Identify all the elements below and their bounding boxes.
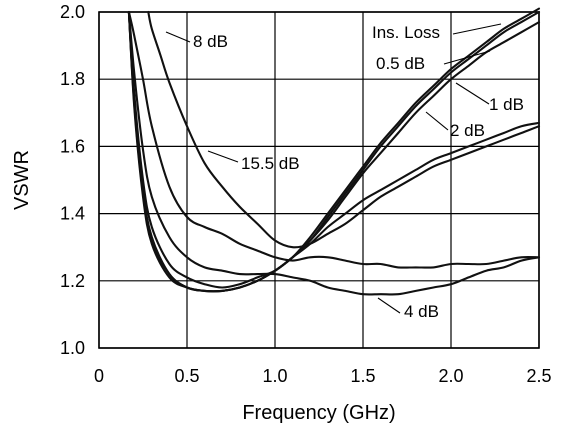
series-label-leader-2-db: [425, 111, 449, 131]
y-axis-label: VSWR: [11, 150, 33, 210]
series-label-leader-0-5-db: [443, 50, 491, 65]
y-tick-label-1-2: 1.2: [60, 271, 85, 291]
series-label-leader-1-db: [455, 82, 490, 105]
series-label-15-5-db: 15.5 dB: [241, 154, 300, 173]
x-tick-label-2-5: 2.5: [526, 366, 551, 386]
x-tick-label-0-5: 0.5: [174, 366, 199, 386]
series-label-1-db: 1 dB: [489, 95, 524, 114]
series-line-8-db: [147, 10, 541, 249]
series-line-1-db: [127, 10, 541, 293]
x-tick-label-2-0: 2.0: [438, 366, 463, 386]
x-tick-label-1-5: 1.5: [350, 366, 375, 386]
series-label-leader-15-5-db: [207, 150, 239, 163]
series-labels: Ins. Loss 0.5 dB 1 dB2 dB 4 dB 15.5 dB 8 dB: [165, 23, 524, 321]
series-line-2-db: [127, 10, 541, 289]
series-label-2-db: 2 dB: [450, 121, 485, 140]
y-tick-label-1-4: 1.4: [60, 204, 85, 224]
x-axis-label: Frequency (GHz): [242, 402, 395, 424]
tick-labels: 0 0.5 1.0 1.5 2.0 2.5 1.0 1.2 1.4 1.6 1.8 2.0: [60, 2, 552, 386]
x-tick-label-1-0: 1.0: [262, 366, 287, 386]
y-tick-label-2-0: 2.0: [60, 2, 85, 22]
series-label-4-db: 4 dB: [404, 302, 439, 321]
series-label-0-5-db: 0.5 dB: [376, 54, 425, 73]
series-line-15-5-db: [127, 10, 541, 269]
plot-frame: [98, 11, 540, 349]
series-line-0-5-db: [127, 10, 541, 293]
y-tick-label-1-8: 1.8: [60, 69, 85, 89]
y-tick-label-1-0: 1.0: [60, 338, 85, 358]
series-label-leader-4-db: [377, 297, 401, 314]
series-label-leader-8-db: [165, 31, 191, 43]
series-line-4-db: [127, 10, 541, 296]
x-tick-label-0: 0: [94, 366, 104, 386]
series-label-leader-ins-loss: [452, 23, 502, 35]
series-label-ins-loss: Ins. Loss: [372, 23, 440, 42]
series-label-8-db: 8 dB: [193, 32, 228, 51]
series-curves: [127, 7, 541, 296]
y-tick-label-1-6: 1.6: [60, 136, 85, 156]
